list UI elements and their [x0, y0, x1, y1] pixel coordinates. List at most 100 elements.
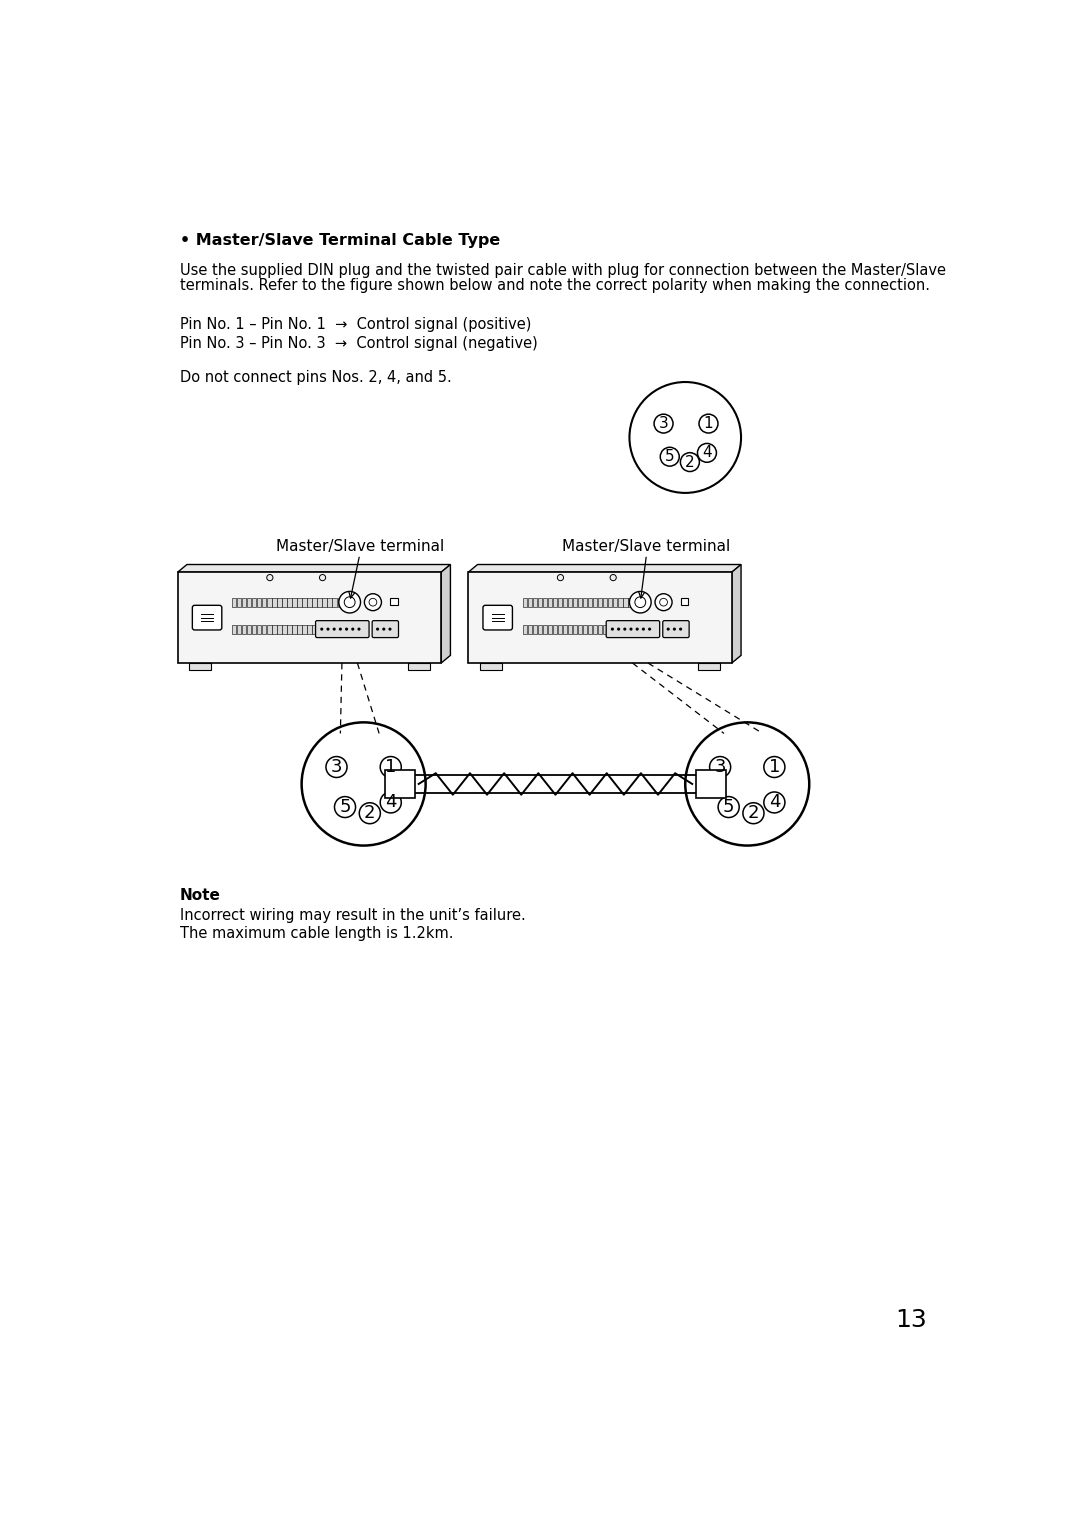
Bar	[598, 597, 603, 607]
Bar	[553, 597, 557, 607]
Bar	[593, 625, 597, 634]
Bar	[588, 597, 592, 607]
Bar	[272, 597, 276, 607]
Polygon shape	[732, 564, 741, 663]
Bar	[680, 597, 688, 605]
Bar	[548, 597, 552, 607]
Circle shape	[380, 792, 402, 813]
Bar	[318, 597, 322, 607]
Bar	[532, 597, 537, 607]
Text: 1: 1	[704, 416, 713, 431]
FancyBboxPatch shape	[663, 620, 689, 637]
Circle shape	[610, 575, 617, 581]
Bar	[308, 597, 312, 607]
Circle shape	[376, 628, 379, 631]
Text: 4: 4	[384, 793, 396, 811]
Bar	[237, 597, 241, 607]
FancyBboxPatch shape	[192, 605, 221, 630]
Bar	[308, 625, 312, 634]
Bar	[568, 625, 572, 634]
Bar	[318, 625, 322, 634]
FancyBboxPatch shape	[315, 620, 369, 637]
FancyBboxPatch shape	[606, 620, 660, 637]
Bar	[327, 597, 332, 607]
Bar	[572, 597, 577, 607]
Bar	[242, 597, 246, 607]
Text: 2: 2	[747, 804, 759, 822]
Text: Incorrect wiring may result in the unit’s failure.: Incorrect wiring may result in the unit’…	[180, 908, 526, 923]
Circle shape	[333, 628, 336, 631]
Bar	[267, 597, 271, 607]
Bar	[247, 597, 252, 607]
Circle shape	[345, 628, 348, 631]
Bar	[699, 663, 720, 669]
Circle shape	[666, 628, 670, 631]
Text: Master/Slave terminal: Master/Slave terminal	[275, 539, 444, 555]
Bar	[237, 625, 241, 634]
Circle shape	[389, 628, 392, 631]
Bar	[302, 625, 307, 634]
Circle shape	[380, 756, 402, 778]
Circle shape	[764, 756, 785, 778]
Bar	[578, 597, 582, 607]
Bar	[282, 625, 286, 634]
Circle shape	[382, 628, 386, 631]
Circle shape	[630, 628, 633, 631]
Bar	[333, 625, 337, 634]
Bar	[262, 597, 267, 607]
Circle shape	[656, 594, 672, 611]
Bar	[287, 597, 292, 607]
Circle shape	[339, 591, 361, 613]
Bar	[613, 597, 618, 607]
Bar	[287, 625, 292, 634]
Circle shape	[335, 796, 355, 817]
Circle shape	[267, 575, 273, 581]
Circle shape	[351, 628, 354, 631]
Circle shape	[698, 443, 716, 463]
Circle shape	[364, 594, 381, 611]
Bar	[548, 625, 552, 634]
Bar	[297, 597, 301, 607]
Circle shape	[718, 796, 739, 817]
Bar	[527, 597, 532, 607]
Bar	[523, 597, 527, 607]
Circle shape	[321, 628, 323, 631]
FancyBboxPatch shape	[483, 605, 512, 630]
Circle shape	[636, 628, 638, 631]
Bar	[386, 770, 415, 798]
Bar	[278, 597, 282, 607]
Bar	[542, 597, 548, 607]
Text: Note: Note	[180, 888, 220, 903]
Bar	[538, 625, 542, 634]
Bar	[557, 625, 562, 634]
Bar	[312, 625, 316, 634]
Bar	[583, 597, 588, 607]
Bar	[297, 625, 301, 634]
Text: 3: 3	[659, 416, 669, 431]
Bar	[563, 597, 567, 607]
Bar	[538, 597, 542, 607]
Text: 5: 5	[665, 449, 675, 465]
Text: 5: 5	[339, 798, 351, 816]
Bar	[390, 597, 397, 605]
Circle shape	[743, 802, 764, 824]
Bar	[323, 625, 327, 634]
Circle shape	[339, 628, 342, 631]
Circle shape	[648, 628, 651, 631]
Bar	[583, 625, 588, 634]
Circle shape	[680, 452, 700, 472]
Circle shape	[630, 591, 651, 613]
Bar	[282, 597, 286, 607]
Bar	[608, 597, 612, 607]
Text: 3: 3	[330, 758, 342, 776]
Text: The maximum cable length is 1.2km.: The maximum cable length is 1.2km.	[180, 926, 454, 941]
Bar	[262, 625, 267, 634]
Bar	[257, 625, 261, 634]
Bar	[523, 625, 527, 634]
Text: Master/Slave terminal: Master/Slave terminal	[563, 539, 731, 555]
Bar	[338, 597, 342, 607]
Bar	[327, 625, 332, 634]
Text: 3: 3	[714, 758, 726, 776]
Bar	[557, 597, 562, 607]
Text: 4: 4	[702, 445, 712, 460]
